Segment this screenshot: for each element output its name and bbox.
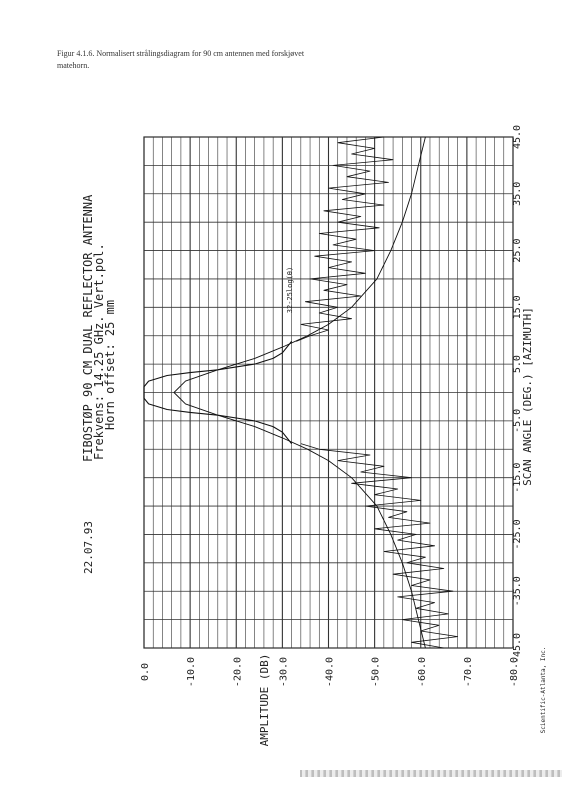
y-tick-label: -60.0 bbox=[417, 657, 428, 687]
x-tick-label: 45.0 bbox=[512, 125, 523, 149]
x-tick-label: 15.0 bbox=[512, 295, 523, 319]
header-date: 22.07.93 bbox=[82, 521, 95, 574]
y-tick-label: -80.0 bbox=[509, 657, 520, 687]
x-tick-label: 5.0 bbox=[512, 355, 523, 373]
envelope-annotation: 32-25log(θ) bbox=[286, 267, 294, 313]
y-tick-label: -70.0 bbox=[463, 657, 474, 687]
x-axis-title: SCAN ANGLE (DEG.) [AZIMUTH] bbox=[521, 307, 534, 486]
header-title: FIBOSTØP 90 CM DUAL REFLECTOR ANTENNA bbox=[81, 194, 95, 462]
y-tick-label: -40.0 bbox=[325, 657, 336, 687]
pattern-curve bbox=[143, 136, 459, 649]
x-tick-label: -45.0 bbox=[512, 633, 523, 663]
sidelobe-line-left bbox=[300, 443, 459, 649]
header-line-2: Frekvens: 14.25 GHz. Vert.pol. bbox=[92, 243, 106, 460]
caption-line-1: Figur 4.1.6. Normalisert strålingsdiagra… bbox=[57, 49, 305, 58]
y-tick-label: -30.0 bbox=[278, 657, 289, 687]
sidelobe-line-right bbox=[296, 136, 394, 342]
x-tick-label: -5.0 bbox=[512, 409, 523, 433]
y-tick-label: 0.0 bbox=[140, 663, 151, 681]
footer-label: Scientific-Atlanta, Inc. bbox=[540, 647, 547, 734]
y-tick-label: -20.0 bbox=[232, 657, 243, 687]
figure-caption: Figur 4.1.6. Normalisert strålingsdiagra… bbox=[57, 48, 457, 72]
y-axis-title: AMPLITUDE (DB) bbox=[258, 654, 271, 747]
y-tick-label: -10.0 bbox=[186, 657, 197, 687]
envelope-line bbox=[173, 136, 426, 649]
scan-artifact bbox=[300, 770, 562, 777]
envelope-curve bbox=[173, 136, 426, 649]
y-tick-label: -50.0 bbox=[371, 657, 382, 687]
x-tick-label: -15.0 bbox=[512, 463, 523, 493]
main-beam-line bbox=[143, 341, 293, 444]
x-tick-label: -25.0 bbox=[512, 519, 523, 549]
caption-line-2: matehorn. bbox=[57, 61, 90, 70]
chart-labels: -45.0 -35.0 -25.0 -15.0 -5.0 5.0 15.0 25.0 35.0 4… bbox=[81, 125, 547, 746]
x-tick-label: 35.0 bbox=[512, 182, 523, 206]
x-tick-label: -35.0 bbox=[512, 576, 523, 606]
chart-grid bbox=[143, 136, 514, 649]
x-tick-label: 25.0 bbox=[512, 239, 523, 263]
header-line-3: Horn offset: 25 mm bbox=[103, 300, 117, 430]
